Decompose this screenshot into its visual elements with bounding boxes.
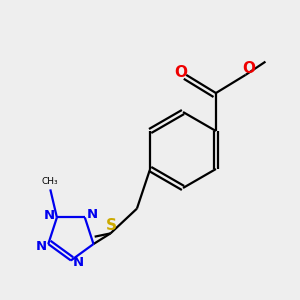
Text: CH₃: CH₃ xyxy=(42,177,58,186)
Text: N: N xyxy=(35,239,46,253)
Text: N: N xyxy=(87,208,98,221)
Text: N: N xyxy=(73,256,84,269)
Text: O: O xyxy=(175,65,188,80)
Text: N: N xyxy=(44,209,55,222)
Text: O: O xyxy=(242,61,255,76)
Text: S: S xyxy=(106,218,117,232)
